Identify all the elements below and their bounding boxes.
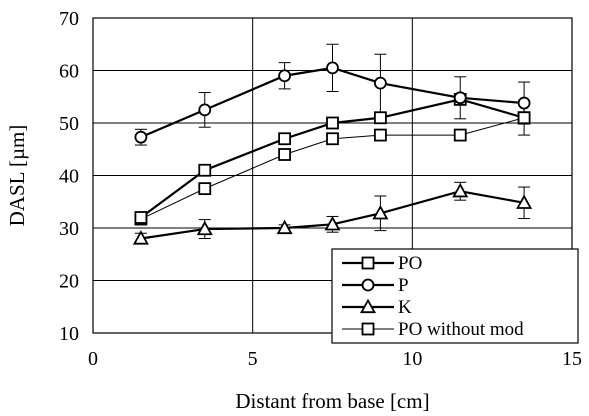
point-s0-4 [373,111,387,125]
series-1 [134,61,531,144]
series-layer [132,61,533,245]
y-tick-label-0: 10 [59,323,79,345]
point-s2-2 [276,219,293,235]
point-s1-0 [134,130,148,144]
y-axis-label: DASL [µm] [5,125,29,227]
legend-entry-3: PO without mod [342,319,524,340]
point-s0-2 [278,132,292,146]
legend-marker-2 [359,298,377,314]
x-tick-label-1: 5 [248,348,258,370]
y-tick-label-3: 40 [59,166,79,188]
point-s1-1 [198,103,212,117]
x-tick-label-2: 10 [402,348,422,370]
point-s3-3 [326,132,339,146]
point-s2-3 [324,215,341,231]
y-tick-label-4: 50 [59,113,79,135]
y-tick-label-2: 30 [59,218,79,240]
point-s3-1 [198,182,212,196]
legend-label-0: PO [398,253,422,274]
x-tick-label-0: 0 [88,348,98,370]
point-s2-1 [196,220,213,236]
point-s0-0 [134,211,148,224]
point-s0-6 [517,111,531,125]
point-s1-2 [278,69,292,83]
point-s1-4 [373,76,387,90]
legend-marker-0 [361,256,375,270]
tick-labels: 0 5 10 15 10 20 30 40 50 60 70 [59,8,582,370]
legend-marker-3 [361,322,375,336]
point-s3-2 [278,148,292,161]
legend-marker-1 [361,278,375,292]
y-tick-label-6: 70 [59,8,79,30]
point-s1-3 [326,61,339,75]
point-s1-6 [517,96,531,110]
point-s3-4 [373,128,387,142]
legend-label-3: PO without mod [398,319,524,340]
x-tick-label-3: 15 [562,348,582,370]
legend-entry-0: PO [342,253,422,274]
point-s3-5 [453,128,467,142]
series-2 [132,182,533,245]
y-tick-label-1: 20 [59,271,79,293]
legend-label-1: P [398,275,409,296]
y-tick-label-5: 60 [59,61,79,83]
x-axis-label: Distant from base [cm] [235,389,429,413]
point-s2-0 [132,230,149,245]
legend-entry-2: K [342,297,412,318]
point-s0-1 [198,163,212,177]
point-s0-3 [326,116,339,130]
point-s2-6 [516,194,533,209]
legend-label-2: K [398,297,412,318]
point-s2-5 [452,182,469,198]
point-s1-5 [453,91,467,105]
point-s2-4 [372,204,389,220]
legend-entry-1: P [342,275,409,296]
